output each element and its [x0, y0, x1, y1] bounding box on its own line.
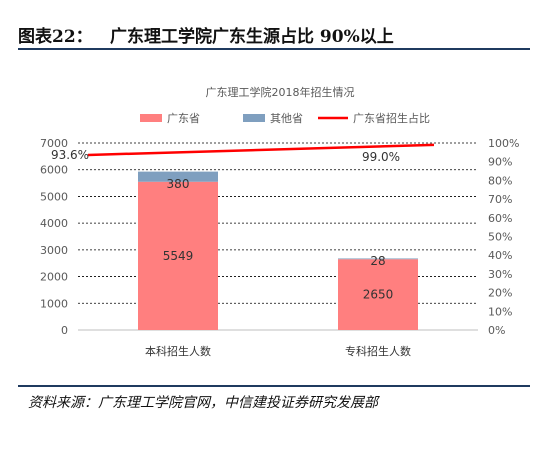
right-tick-label: 40% — [488, 249, 512, 262]
left-tick-label: 7000 — [40, 137, 68, 150]
legend-swatch — [140, 114, 162, 122]
right-tick-label: 60% — [488, 212, 512, 225]
footer-rule — [18, 385, 530, 387]
ratio-label: 99.0% — [362, 150, 400, 164]
category-label: 本科招生人数 — [145, 344, 211, 358]
legend-label: 广东省 — [167, 112, 200, 125]
bar-guangdong-label: 2650 — [363, 288, 394, 302]
left-tick-label: 0 — [61, 324, 68, 337]
left-axis: 0 1000 2000 3000 4000 5000 6000 7000 — [40, 137, 68, 337]
legend-swatch — [243, 114, 265, 122]
chart-legend: 广东省 其他省 广东省招生占比 — [140, 111, 430, 125]
ratio-line — [87, 143, 435, 157]
ratio-label: 93.6% — [51, 148, 89, 162]
bar-other-label: 28 — [370, 254, 385, 268]
chart-title: 广东理工学院2018年招生情况 — [206, 85, 355, 99]
left-tick-label: 6000 — [40, 164, 68, 177]
left-tick-label: 3000 — [40, 244, 68, 257]
right-axis: 0% 10% 20% 30% 40% 50% 60% 70% 80% 90% 100% — [488, 137, 519, 337]
bar-other — [138, 171, 218, 182]
category-label: 专科招生人数 — [345, 344, 411, 358]
legend-label: 其他省 — [270, 112, 303, 125]
bar-other — [338, 258, 418, 260]
figure-number: 图表22： — [18, 27, 93, 47]
left-tick-label: 4000 — [40, 217, 68, 230]
right-tick-label: 90% — [488, 156, 512, 169]
right-tick-label: 50% — [488, 231, 512, 244]
category-labels: 本科招生人数 专科招生人数 — [145, 344, 411, 358]
left-tick-label: 1000 — [40, 297, 68, 310]
bar-guangdong — [338, 259, 418, 330]
right-tick-label: 70% — [488, 193, 512, 206]
left-tick-label: 2000 — [40, 271, 68, 284]
ratio-line-layer: 93.6% 99.0% — [51, 143, 435, 164]
right-tick-label: 100% — [488, 137, 519, 150]
figure-title: 广东理工学院广东生源占比 90%以上 — [110, 27, 394, 47]
legend-label: 广东省招生占比 — [353, 111, 430, 125]
source-note: 资料来源：广东理工学院官网，中信建投证券研究发展部 — [28, 395, 378, 411]
bar-layer: 5549 380 2650 28 — [138, 171, 418, 330]
figure-header: 图表22： 广东理工学院广东生源占比 90%以上 — [18, 18, 530, 50]
left-tick-label: 5000 — [40, 190, 68, 203]
bar-guangdong — [138, 181, 218, 330]
right-tick-label: 0% — [488, 324, 505, 337]
bar-guangdong-label: 5549 — [163, 249, 194, 263]
bar-other-label: 380 — [167, 177, 190, 191]
right-tick-label: 30% — [488, 268, 512, 281]
right-tick-label: 80% — [488, 174, 512, 187]
right-tick-label: 10% — [488, 305, 512, 318]
right-tick-label: 20% — [488, 287, 512, 300]
